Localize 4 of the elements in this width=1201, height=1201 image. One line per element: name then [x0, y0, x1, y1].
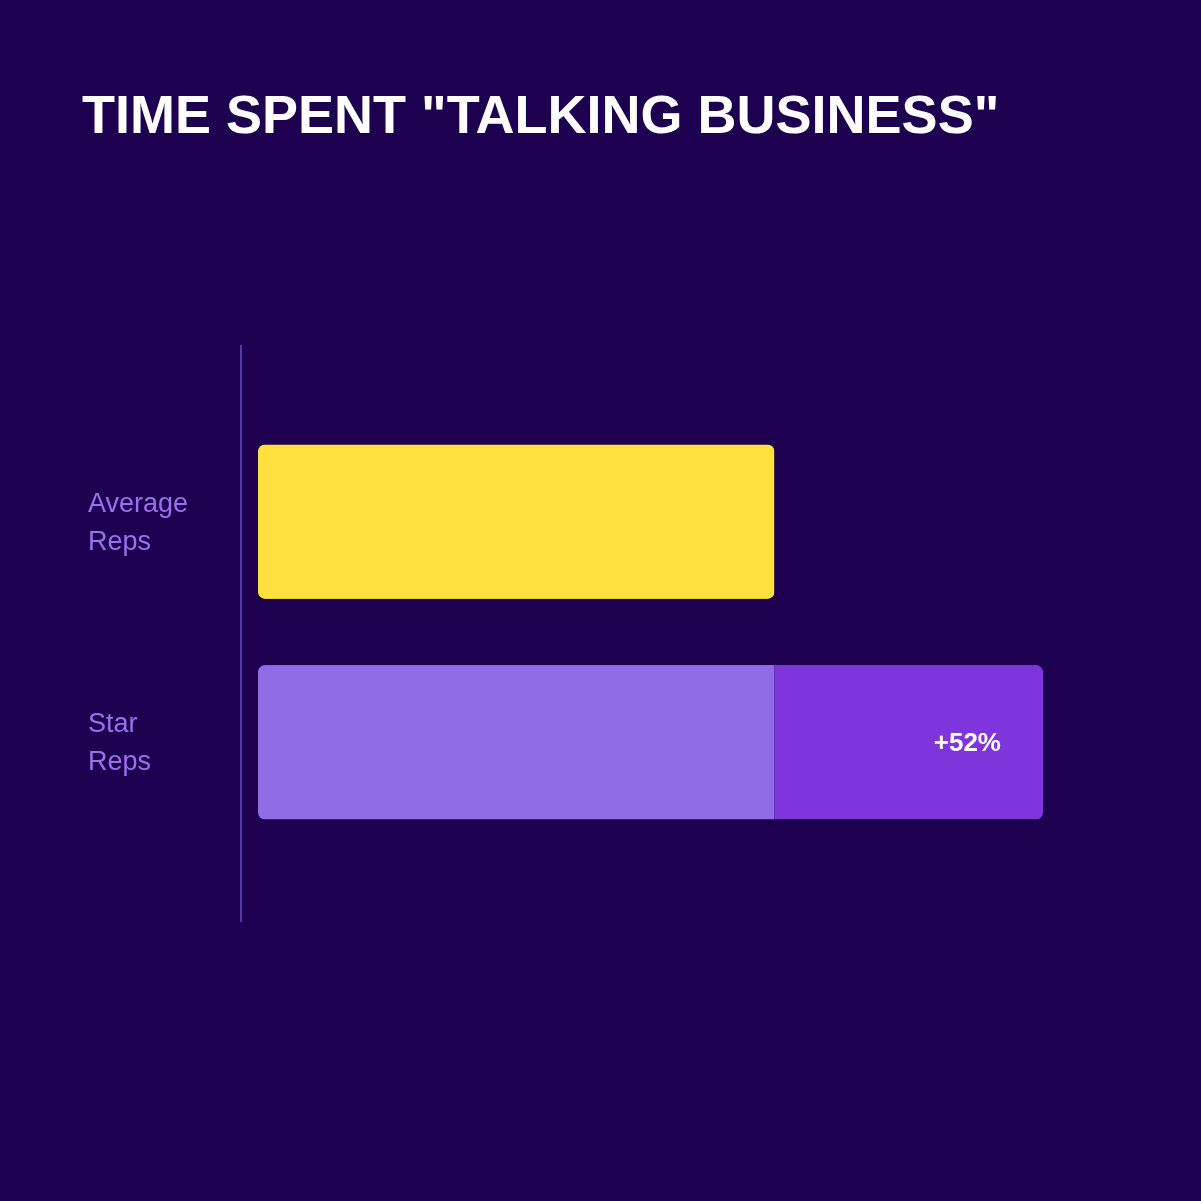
data-label: +52%: [933, 727, 1001, 758]
y-tick-label: Average Reps: [88, 487, 189, 556]
y-tick-label: Star Reps: [88, 708, 152, 777]
chart-title: TIME SPENT "TALKING BUSINESS": [82, 84, 1000, 144]
